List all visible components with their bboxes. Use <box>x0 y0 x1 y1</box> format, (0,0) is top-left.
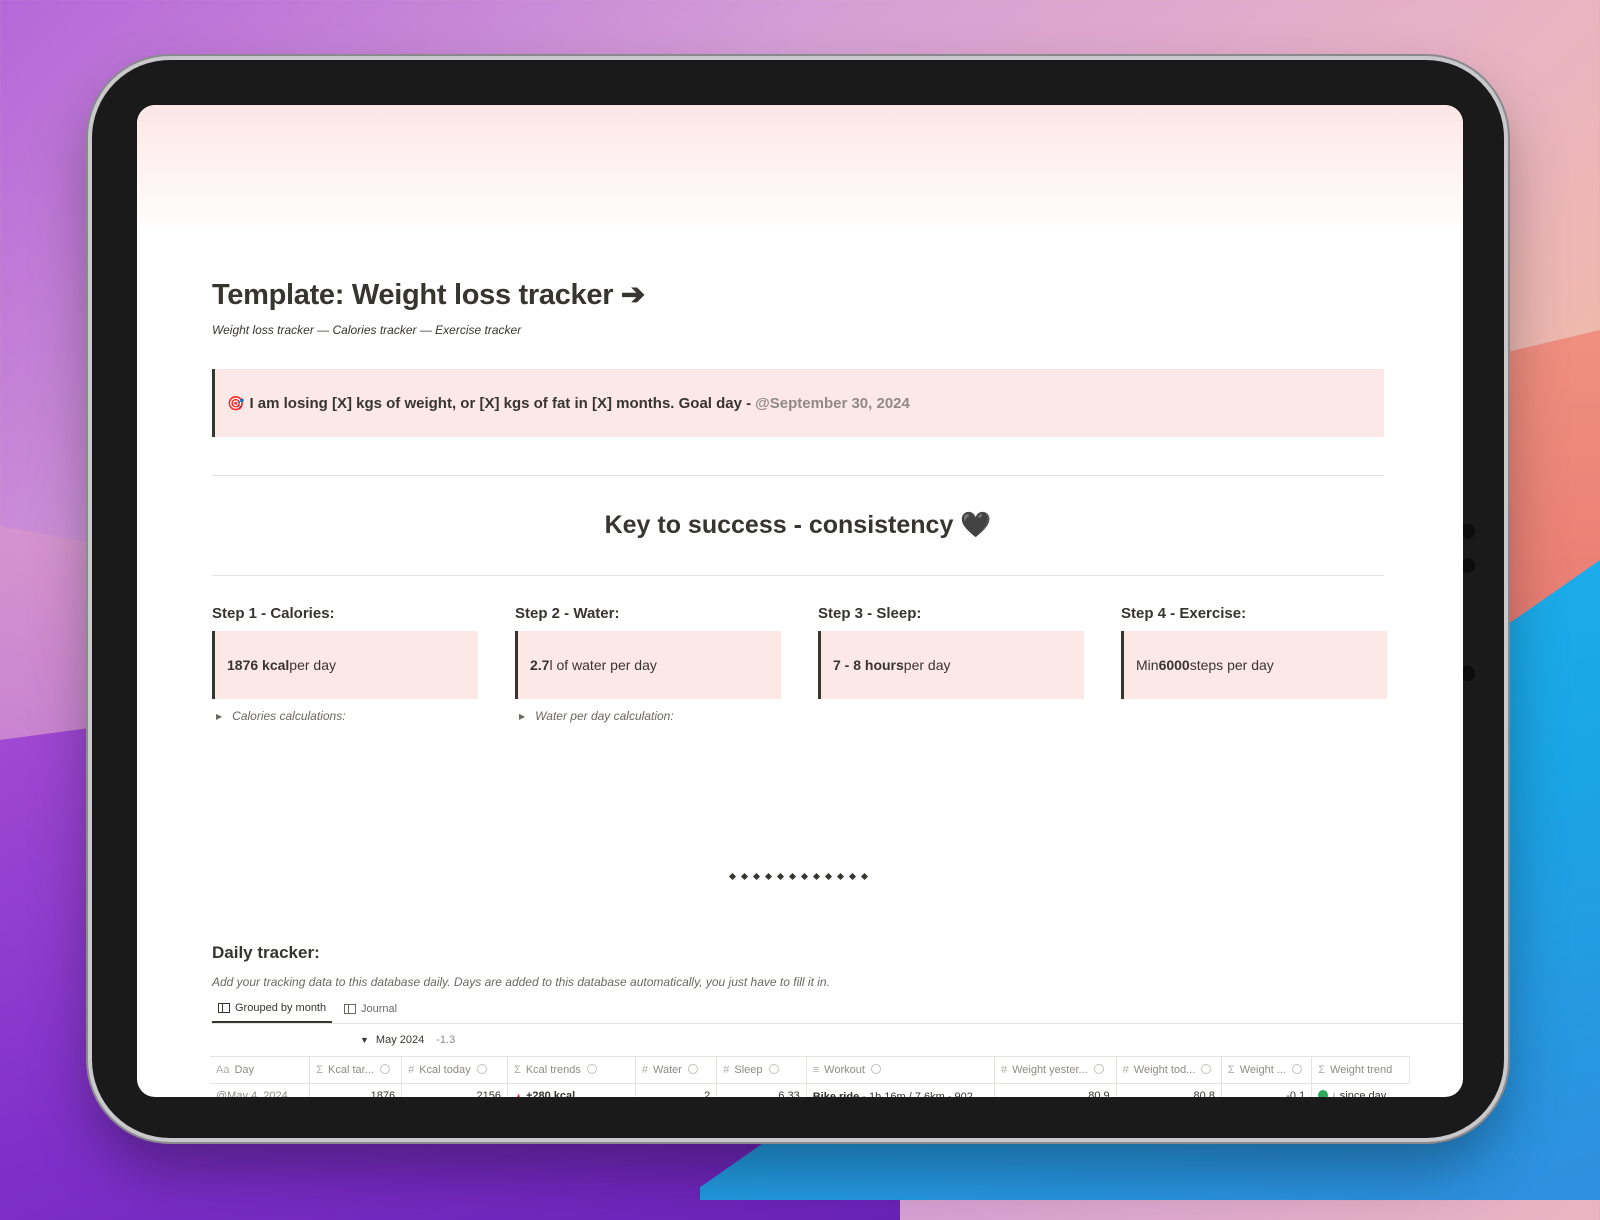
table-row[interactable]: @May 4, 2024 1876 2156 ▲ +280 kcal 2 6.33 Bike … <box>210 1083 1410 1097</box>
column-header-kcal-trends[interactable]: Σ Kcal trends <box>507 1056 636 1084</box>
kcal-target-cell[interactable]: 1876 <box>309 1083 403 1097</box>
tracker-title: Daily tracker: <box>212 943 320 962</box>
device-camera <box>1460 524 1475 539</box>
kcal-trend-cell[interactable]: ▲ +280 kcal <box>507 1083 636 1097</box>
info-icon <box>1093 1064 1104 1074</box>
column-header-water[interactable]: # Water <box>635 1056 718 1084</box>
info-icon <box>687 1064 698 1074</box>
red-triangle-icon: ▲ <box>514 1091 523 1097</box>
step-title: Step 2 - Water: <box>515 605 620 622</box>
toggle-triangle-icon[interactable]: ▶ <box>216 711 223 721</box>
info-icon <box>768 1064 779 1074</box>
info-icon <box>1291 1064 1302 1074</box>
tab-grouped-by-month[interactable]: Grouped by month <box>212 995 333 1023</box>
kcal-today-cell[interactable]: 2156 <box>401 1083 509 1097</box>
group-aggregate: -1.3 <box>436 1034 456 1046</box>
divider <box>212 575 1384 576</box>
info-icon <box>379 1064 390 1074</box>
column-header-day[interactable]: Aa Day <box>210 1056 311 1084</box>
notion-page: Template: Weight loss tracker ➔ Weight l… <box>137 105 1463 1097</box>
goal-text: I am losing [X] kgs of weight, or [X] kg… <box>249 394 752 412</box>
weight-delta-cell[interactable]: -0.1 <box>1221 1083 1313 1097</box>
step-sleep: Step 3 - Sleep: 7 - 8 hours per day <box>818 605 1084 699</box>
toggle-calories-calculations[interactable]: ▶ Calories calculations: <box>216 709 346 723</box>
step-callout: Min 6000 steps per day <box>1121 631 1387 699</box>
table-view-icon <box>344 1003 356 1014</box>
goal-date-mention[interactable]: @September 30, 2024 <box>755 394 910 412</box>
step-title: Step 1 - Calories: <box>212 605 335 622</box>
column-header-weight-yesterday[interactable]: # Weight yester... <box>994 1056 1117 1084</box>
step-calories: Step 1 - Calories: 1876 kcal per day ▶ C… <box>212 605 478 723</box>
weight-yesterday-cell[interactable]: 80.9 <box>994 1083 1117 1097</box>
step-title: Step 4 - Exercise: <box>1121 605 1247 622</box>
table-view-icon <box>218 1003 230 1013</box>
step-value: 2.7 <box>530 657 550 673</box>
column-header-weight-trend[interactable]: Σ Weight trend <box>1311 1056 1410 1084</box>
device-camera <box>1460 666 1475 681</box>
table-header-row: Aa Day Σ Kcal tar... # Kcal today Σ Kcal tre… <box>210 1056 1410 1084</box>
info-icon <box>1201 1064 1212 1074</box>
weight-trend-cell[interactable]: ↓ since day <box>1311 1083 1410 1097</box>
page-cover <box>137 105 1463 235</box>
column-header-sleep[interactable]: # Sleep <box>716 1056 807 1084</box>
dot-divider <box>212 872 1384 881</box>
toggle-water-calculation[interactable]: ▶ Water per day calculation: <box>519 709 674 723</box>
column-header-kcal-today[interactable]: # Kcal today <box>401 1056 509 1084</box>
step-value: 1876 kcal <box>227 657 290 673</box>
page-subtitle: Weight loss tracker — Calories tracker —… <box>212 323 522 337</box>
group-header-may-2024[interactable]: ▼ May 2024 -1.3 <box>360 1034 456 1046</box>
column-header-kcal-target[interactable]: Σ Kcal tar... <box>309 1056 403 1084</box>
step-callout: 1876 kcal per day <box>212 631 478 699</box>
column-header-weight-today[interactable]: # Weight tod... <box>1116 1056 1222 1084</box>
step-value: 6000 <box>1158 657 1190 673</box>
step-exercise: Step 4 - Exercise: Min 6000 steps per da… <box>1121 605 1387 699</box>
page-title: Template: Weight loss tracker ➔ <box>212 279 645 311</box>
green-circle-icon <box>1318 1090 1329 1097</box>
device-camera <box>1460 558 1475 573</box>
view-tabs: Grouped by month Journal <box>212 995 1463 1024</box>
divider <box>212 475 1384 476</box>
weight-today-cell[interactable]: 80.8 <box>1116 1083 1222 1097</box>
target-icon: 🎯 <box>227 394 245 411</box>
collapse-triangle-icon[interactable]: ▼ <box>360 1035 369 1045</box>
goal-callout: 🎯 I am losing [X] kgs of weight, or [X] … <box>212 369 1384 437</box>
daily-tracker-table: Aa Day Σ Kcal tar... # Kcal today Σ Kcal tre… <box>210 1056 1410 1097</box>
column-header-weight-delta[interactable]: Σ Weight ... <box>1221 1056 1313 1084</box>
step-title: Step 3 - Sleep: <box>818 605 922 622</box>
toggle-triangle-icon[interactable]: ▶ <box>519 711 526 721</box>
workout-cell[interactable]: Bike ride - 1h 16m / 7.6km - 902 kcal bu… <box>806 1083 995 1097</box>
info-icon <box>476 1064 487 1074</box>
step-water: Step 2 - Water: 2.7 l of water per day ▶… <box>515 605 781 723</box>
sleep-cell[interactable]: 6.33 <box>716 1083 807 1097</box>
info-icon <box>870 1064 881 1074</box>
water-cell[interactable]: 2 <box>635 1083 718 1097</box>
step-callout: 7 - 8 hours per day <box>818 631 1084 699</box>
day-cell[interactable]: @May 4, 2024 <box>210 1083 311 1097</box>
tab-journal[interactable]: Journal <box>340 995 401 1022</box>
step-callout: 2.7 l of water per day <box>515 631 781 699</box>
step-value: 7 - 8 hours <box>833 657 904 673</box>
key-heading: Key to success - consistency 🖤 <box>604 511 992 539</box>
column-header-workout[interactable]: ≡ Workout <box>806 1056 995 1084</box>
tracker-description: Add your tracking data to this database … <box>212 975 830 989</box>
info-icon <box>586 1064 597 1074</box>
